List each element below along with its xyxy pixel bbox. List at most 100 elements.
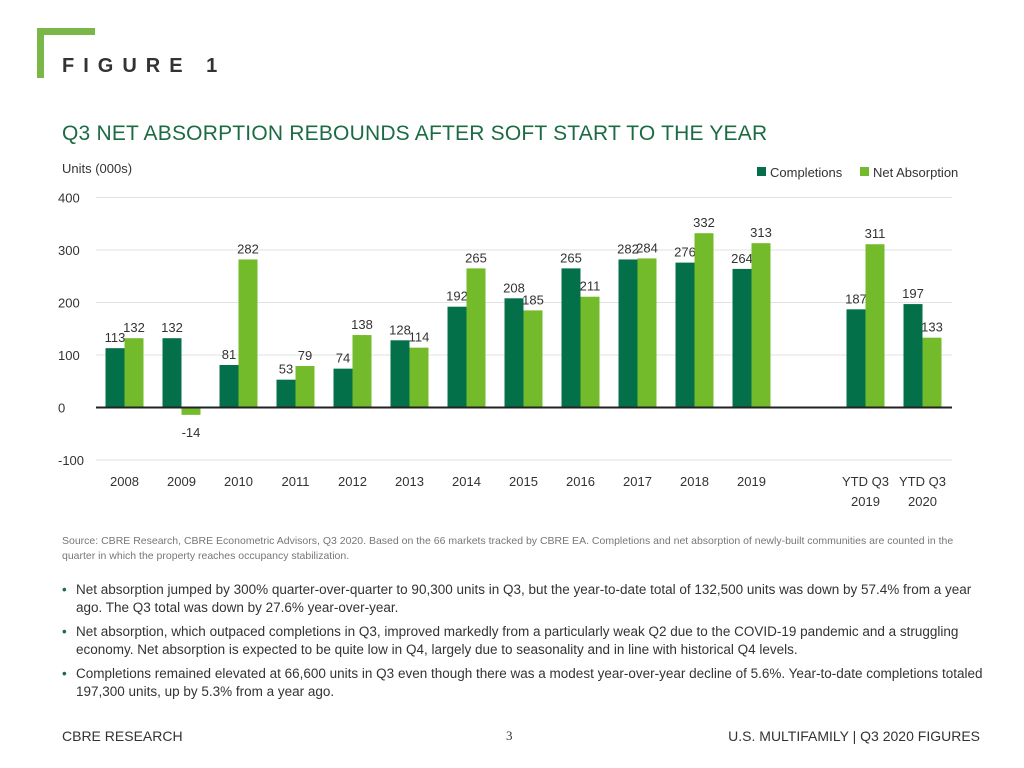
completions-bar <box>675 262 695 408</box>
bullet-list: • Net absorption jumped by 300% quarter-o… <box>62 581 992 707</box>
net-absorption-bar <box>922 337 942 408</box>
completions-value-label: 53 <box>279 362 293 377</box>
bullet-text: Completions remained elevated at 66,600 … <box>76 666 983 699</box>
x-tick-label: YTD Q3 <box>842 474 889 489</box>
corner-accent-horizontal <box>37 28 95 35</box>
x-tick-label: 2018 <box>680 474 709 489</box>
net-absorption-bar <box>466 268 486 408</box>
source-note: Source: CBRE Research, CBRE Econometric … <box>62 535 954 562</box>
bullet-dot-icon: • <box>62 624 67 639</box>
net-absorption-value-label: 332 <box>693 215 715 230</box>
y-tick-label: 200 <box>58 296 80 311</box>
bullet-item: • Net absorption jumped by 300% quarter-o… <box>62 581 992 617</box>
net-absorption-bar <box>295 366 315 408</box>
completions-bar <box>219 364 239 408</box>
net-absorption-value-label: 185 <box>522 292 544 307</box>
completions-value-label: 74 <box>336 351 350 366</box>
completions-bar <box>618 259 638 408</box>
y-tick-label: 300 <box>58 243 80 258</box>
net-absorption-value-label: -14 <box>182 425 201 440</box>
net-absorption-value-label: 265 <box>465 250 487 265</box>
completions-value-label: 81 <box>222 347 236 362</box>
y-tick-label: 400 <box>58 191 80 206</box>
legend-label: Net Absorption <box>873 165 958 180</box>
net-absorption-bar <box>865 244 885 408</box>
net-absorption-value-label: 133 <box>921 320 943 335</box>
net-absorption-value-label: 132 <box>123 320 145 335</box>
completions-bar <box>276 379 296 408</box>
net-absorption-bar <box>694 233 714 408</box>
y-tick-label: 100 <box>58 348 80 363</box>
net-absorption-value-label: 282 <box>237 241 259 256</box>
net-absorption-value-label: 138 <box>351 317 373 332</box>
completions-bar <box>162 338 182 408</box>
y-tick-label: -100 <box>58 453 84 468</box>
legend-swatch <box>757 167 766 176</box>
completions-bar <box>105 348 125 408</box>
x-tick-label: 2019 <box>737 474 766 489</box>
x-tick-label: 2019 <box>851 494 880 509</box>
completions-value-label: 197 <box>902 286 924 301</box>
completions-bar <box>390 340 410 408</box>
x-tick-label: 2017 <box>623 474 652 489</box>
net-absorption-bar <box>181 407 201 415</box>
bullet-dot-icon: • <box>62 582 67 597</box>
net-absorption-value-label: 284 <box>636 240 658 255</box>
x-tick-label: 2020 <box>908 494 937 509</box>
x-tick-label: 2014 <box>452 474 481 489</box>
figure-label: FIGURE 1 <box>62 55 227 77</box>
bullet-text: Net absorption, which outpaced completio… <box>76 624 959 657</box>
net-absorption-bar <box>637 258 657 408</box>
net-absorption-value-label: 311 <box>865 226 886 241</box>
completions-value-label: 282 <box>617 241 639 256</box>
net-absorption-value-label: 79 <box>298 348 312 363</box>
completions-value-label: 208 <box>503 280 525 295</box>
bullet-item: • Net absorption, which outpaced completi… <box>62 623 992 659</box>
completions-bar <box>732 268 752 408</box>
completions-value-label: 187 <box>845 291 867 306</box>
completions-bar <box>504 298 524 408</box>
net-absorption-bar <box>124 338 144 408</box>
page-number: 3 <box>506 728 513 743</box>
net-absorption-value-label: 313 <box>750 225 772 240</box>
completions-bar <box>447 306 467 408</box>
bullet-item: • Completions remained elevated at 66,600… <box>62 665 992 701</box>
net-absorption-bar <box>409 347 429 408</box>
net-absorption-bar <box>352 335 372 408</box>
completions-value-label: 113 <box>105 330 126 345</box>
completions-bar <box>846 309 866 408</box>
net-absorption-bar <box>580 296 600 408</box>
net-absorption-bar <box>523 310 543 408</box>
x-tick-label: 2016 <box>566 474 595 489</box>
net-absorption-value-label: 211 <box>580 279 601 294</box>
bullet-dot-icon: • <box>62 666 67 681</box>
x-tick-label: 2013 <box>395 474 424 489</box>
x-tick-label: 2015 <box>509 474 538 489</box>
legend-label: Completions <box>770 165 843 180</box>
completions-bar <box>561 268 581 408</box>
x-tick-label: 2009 <box>167 474 196 489</box>
completions-value-label: 192 <box>446 289 468 304</box>
completions-value-label: 265 <box>560 250 582 265</box>
x-tick-label: 2010 <box>224 474 253 489</box>
footer-brand: CBRE RESEARCH <box>62 728 183 744</box>
y-tick-label: 0 <box>58 401 65 416</box>
x-tick-label: 2012 <box>338 474 367 489</box>
completions-value-label: 132 <box>161 320 183 335</box>
legend-swatch <box>860 167 869 176</box>
x-tick-label: 2011 <box>282 474 310 489</box>
completions-bar <box>333 368 353 408</box>
bullet-text: Net absorption jumped by 300% quarter-ov… <box>76 582 972 615</box>
footer-report-title: U.S. MULTIFAMILY | Q3 2020 FIGURES <box>728 728 980 744</box>
completions-value-label: 276 <box>674 245 696 260</box>
chart-title: Q3 NET ABSORPTION REBOUNDS AFTER SOFT ST… <box>62 122 768 145</box>
completions-value-label: 264 <box>731 251 753 266</box>
bar-chart: Units (000s) -100 0 100 200 300 400 Completions… <box>58 161 958 509</box>
net-absorption-bar <box>238 259 258 408</box>
completions-value-label: 128 <box>389 322 411 337</box>
x-tick-label: 2008 <box>110 474 139 489</box>
net-absorption-bar <box>751 243 771 408</box>
y-axis-label: Units (000s) <box>62 161 132 176</box>
net-absorption-value-label: 114 <box>409 330 430 345</box>
x-tick-label: YTD Q3 <box>899 474 946 489</box>
